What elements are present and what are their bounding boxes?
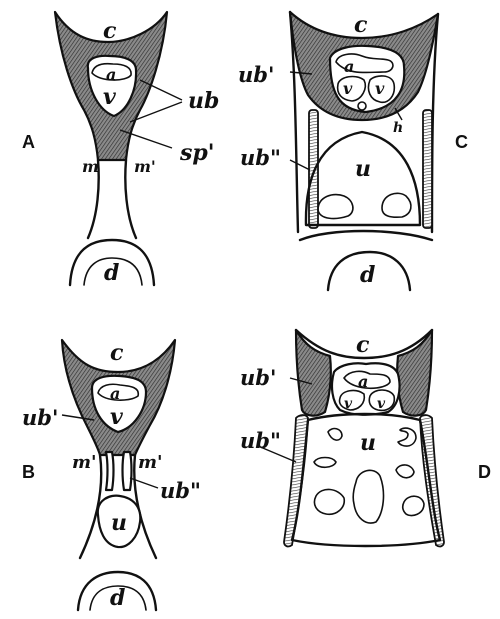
panel-c-u-chamber — [304, 130, 422, 227]
panel-c-heart — [328, 44, 406, 114]
panel-b-atrium-outline — [97, 383, 140, 401]
panel-d-blob-2 — [397, 427, 417, 447]
panel-c-ub2: ub" — [240, 145, 281, 170]
panel-d-ventricle-left — [338, 389, 366, 411]
panel-c-rod-left — [308, 109, 319, 229]
panel-d-ub1: ub' — [240, 365, 276, 390]
panel-d-label: D — [478, 462, 491, 482]
panel-c-ub1-leader — [289, 71, 313, 75]
panel-c-v2: v — [375, 79, 385, 98]
panel-b-ub2: ub" — [160, 478, 201, 503]
panel-b-ub1: ub' — [22, 405, 58, 430]
panel-c-rod-right — [422, 109, 433, 229]
panel-c-d-arch — [326, 250, 412, 292]
panel-c: C c ub' a v v h ub" u d — [238, 10, 468, 292]
panel-a-sp-leader — [119, 129, 173, 149]
panel-b-d: d — [110, 585, 125, 611]
panel-a-stalk — [86, 158, 138, 240]
panel-d-heart — [330, 362, 401, 416]
panel-d-blob-1 — [327, 427, 343, 441]
panel-a-label: A — [22, 132, 35, 152]
panel-a-m-right: m' — [134, 157, 156, 176]
panel-d-blob-7 — [401, 495, 425, 517]
panel-c-v1: v — [343, 79, 353, 98]
panel-c-atrium-outline — [335, 53, 394, 74]
panel-d-rod-left — [283, 414, 309, 548]
panel-d-blob-6 — [395, 464, 415, 479]
panel-c-ventricle-left — [336, 75, 367, 102]
panel-a-a: a — [106, 65, 116, 84]
panel-d-v2: v — [377, 396, 386, 412]
panel-b-rod-left — [104, 450, 115, 492]
panel-d-a: a — [358, 372, 368, 391]
panel-c-c: c — [354, 12, 368, 38]
panel-d-rod-right — [419, 414, 445, 548]
panel-c-h-leader — [394, 107, 403, 121]
panel-a: A c a v ub sp' m m' d — [22, 10, 219, 287]
panel-d-u-chamber — [290, 412, 442, 548]
panel-d-v1: v — [344, 396, 353, 412]
panel-d-ub1-leader — [289, 377, 313, 385]
panel-b-label: B — [22, 462, 35, 482]
panel-a-m-left: m — [82, 157, 99, 176]
panel-a-ub: ub — [188, 88, 219, 114]
panel-d-lobe-right — [396, 328, 434, 417]
panel-b-m-left: m' — [72, 452, 97, 473]
panel-a-yolk-line — [83, 257, 143, 286]
panel-d-c: c — [356, 332, 370, 358]
panel-b-u: u — [111, 510, 127, 536]
panel-b-ub2-leader — [129, 477, 159, 489]
panel-b: B c a v ub' m' m' ub" u d — [22, 338, 201, 612]
panel-d-blob-4 — [313, 488, 346, 516]
panel-d-outer-arc — [294, 328, 434, 360]
panel-a-d: d — [104, 260, 119, 286]
panel-c-ventricle-right — [367, 75, 396, 104]
panel-b-u-blob — [96, 494, 142, 549]
panel-b-c: c — [110, 340, 124, 366]
panel-d-atrium-outline — [343, 370, 391, 390]
panel-b-a: a — [110, 384, 120, 403]
panel-d-ventricle-right — [368, 389, 396, 412]
panel-c-d: d — [360, 262, 375, 288]
panel-c-h: h — [393, 120, 403, 136]
panel-d-blob-3 — [313, 456, 337, 469]
panel-a-atrium-outline — [91, 62, 132, 81]
panel-c-u: u — [355, 156, 371, 182]
panel-a-arch — [68, 238, 156, 287]
panel-c-bottom-line — [298, 229, 434, 242]
panel-c-u-blob-left — [317, 193, 354, 220]
panel-b-heart — [90, 374, 148, 434]
panel-c-a: a — [344, 57, 354, 76]
panel-d-ub2: ub" — [240, 428, 281, 453]
panel-d-lobe-left — [294, 328, 332, 417]
panel-c-small-vessel — [357, 101, 367, 111]
panel-a-sp: sp' — [179, 140, 215, 166]
panel-d-blob-5 — [352, 469, 385, 524]
panel-a-v: v — [103, 84, 116, 110]
panel-c-ub1: ub' — [238, 62, 274, 87]
panel-c-label: C — [455, 132, 468, 152]
panel-b-arch — [76, 570, 158, 612]
panel-b-v: v — [110, 404, 123, 430]
panel-b-ub1-leader — [61, 414, 95, 421]
panel-d: D c ub' a v v ub" u — [240, 328, 491, 548]
panel-a-heart — [86, 54, 138, 118]
panel-d-ub2-leader — [257, 445, 297, 463]
panel-b-rod-right — [121, 450, 133, 492]
panel-d-u: u — [360, 430, 376, 456]
panel-c-u-blob-right — [381, 192, 412, 219]
panel-b-stalk — [78, 453, 158, 560]
panel-b-m-right: m' — [138, 452, 163, 473]
panel-a-ub-leader — [129, 79, 183, 123]
panel-b-yolk-line — [89, 585, 147, 611]
panel-a-c: c — [103, 18, 117, 44]
panel-c-ub2-leader — [289, 159, 311, 171]
